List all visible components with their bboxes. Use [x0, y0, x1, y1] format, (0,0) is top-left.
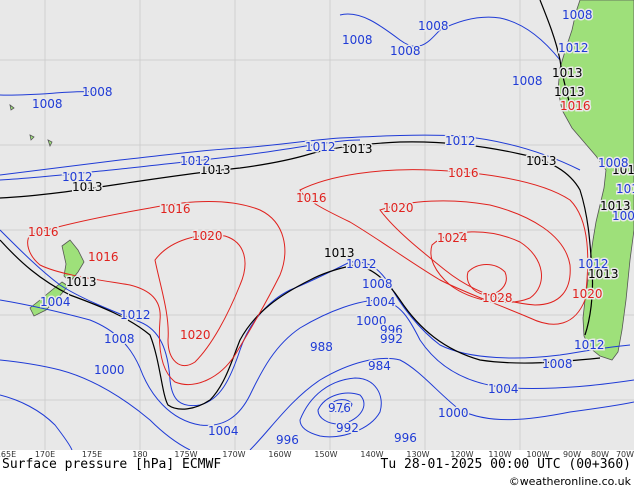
isobar-label: 1016 — [88, 250, 119, 264]
isobar-label: 992 — [380, 332, 403, 346]
isobar-label: 1008 — [562, 8, 593, 22]
isobar-label: 1008 — [342, 33, 373, 47]
isobar-label: 1004 — [488, 382, 519, 396]
longitude-tick: 175E — [81, 450, 103, 459]
isobar-label: 1008 — [104, 332, 135, 346]
longitude-tick: 160W — [268, 450, 292, 459]
isobar-label: 984 — [368, 359, 391, 373]
isobar-label: 996 — [380, 323, 403, 337]
new-zealand-north-island — [61, 239, 85, 283]
isobar-label: 1013 — [342, 142, 373, 156]
isobar-label: 1008 — [390, 44, 421, 58]
longitude-tick: 130W — [406, 450, 430, 459]
isobar-labels: 1008 1008 1008 1008 1008 1008 1008 1013 … — [27, 7, 634, 449]
isobar-label: 1012 — [558, 41, 589, 55]
isobar-label: 1000 — [356, 314, 387, 328]
isobar-label: 1016 — [160, 202, 191, 216]
longitude-tick: 175W — [174, 450, 198, 459]
isobar-label: 1013 — [552, 66, 583, 80]
isobar-label: 1004 — [208, 424, 239, 438]
isobar-label: 1012 — [616, 182, 634, 196]
isobar-label: 976 — [328, 401, 351, 415]
longitude-tick: 70W — [615, 450, 634, 459]
isobars-high — [27, 169, 589, 385]
forecast-validity-time: Tu 28-01-2025 00:00 UTC (00+360) — [380, 457, 631, 472]
isobar-label: 1013 — [72, 180, 103, 194]
isobar-label: 1013 — [600, 199, 631, 213]
isobar-label: 1016 — [28, 225, 59, 239]
isobar-label: 1028 — [482, 291, 513, 305]
isobar-label: 1020 — [192, 229, 223, 243]
map-caption: Surface pressure [hPa] ECMWF — [2, 457, 222, 472]
longitude-ticks: 165E 170E 175E 180 175W 170W 160W 150W 1… — [0, 450, 634, 462]
isobar-label: 1004 — [612, 209, 634, 223]
isobar-label: 1000 — [94, 363, 125, 377]
isobar-label: 1013 — [324, 246, 355, 260]
isobar-label: 1016 — [296, 191, 327, 205]
isobar-label: 996 — [276, 433, 299, 447]
isobar-label: 1008 — [598, 156, 629, 170]
isobar-label: 1012 — [62, 170, 93, 184]
isobar-label: 1012 — [346, 257, 377, 271]
longitude-tick: 180 — [132, 450, 148, 459]
longitude-tick: 170W — [222, 450, 246, 459]
isobar-label: 1008 — [542, 357, 573, 371]
isobar-label: 1013 — [526, 154, 557, 168]
longitude-tick: 80W — [590, 450, 610, 459]
isobar-label: 992 — [336, 421, 359, 435]
isobar-label: 1004 — [40, 295, 71, 309]
isobar-label: 996 — [394, 431, 417, 445]
isobar-label: 1020 — [180, 328, 211, 342]
isobar-label: 1008 — [362, 277, 393, 291]
isobar-label: 988 — [310, 340, 333, 354]
isobar-label: 1013 — [612, 163, 634, 177]
isobar-label: 1012 — [445, 134, 476, 148]
isobar-label: 1012 — [305, 140, 336, 154]
isobar-label: 1020 — [572, 287, 603, 301]
isobar-label: 1016 — [448, 166, 479, 180]
isobar-label: 1012 — [180, 154, 211, 168]
isobar-label: 1013 — [200, 163, 231, 177]
longitude-tick: 110W — [488, 450, 512, 459]
longitude-tick: 140W — [360, 450, 384, 459]
isobar-label: 1008 — [32, 97, 63, 111]
isobar-label: 1012 — [578, 257, 609, 271]
isobar-label: 1008 — [82, 85, 113, 99]
isobar-label: 1004 — [365, 295, 396, 309]
longitude-tick: 100W — [526, 450, 550, 459]
isobar-label: 1013 — [554, 85, 585, 99]
pacific-islands — [9, 104, 53, 148]
isobar-label: 1012 — [120, 308, 151, 322]
longitude-tick: 165E — [0, 450, 17, 459]
longitude-tick: 90W — [562, 450, 582, 459]
land-masses — [9, 0, 634, 361]
isobar-label: 1016 — [560, 99, 591, 113]
isobars-1013 — [0, 0, 601, 410]
isobar-label: 1012 — [574, 338, 605, 352]
longitude-tick: 120W — [450, 450, 474, 459]
longitude-tick: 150W — [314, 450, 338, 459]
isobar-label: 1013 — [588, 267, 619, 281]
isobar-label: 1024 — [437, 231, 468, 245]
isobar-label: 1013 — [66, 275, 97, 289]
map-footer: 165E 170E 175E 180 175W 170W 160W 150W 1… — [0, 450, 634, 490]
site-credit-link[interactable]: ©weatheronline.co.uk — [508, 475, 631, 488]
isobar-label: 1020 — [383, 201, 414, 215]
pressure-map: 1008 1008 1008 1008 1008 1008 1008 1013 … — [0, 0, 634, 450]
graticule — [0, 0, 634, 450]
longitude-tick: 170E — [34, 450, 56, 459]
isobar-label: 1000 — [438, 406, 469, 420]
map-canvas: 1008 1008 1008 1008 1008 1008 1008 1013 … — [0, 0, 634, 450]
isobar-label: 1008 — [418, 19, 449, 33]
isobar-label: 1008 — [512, 74, 543, 88]
